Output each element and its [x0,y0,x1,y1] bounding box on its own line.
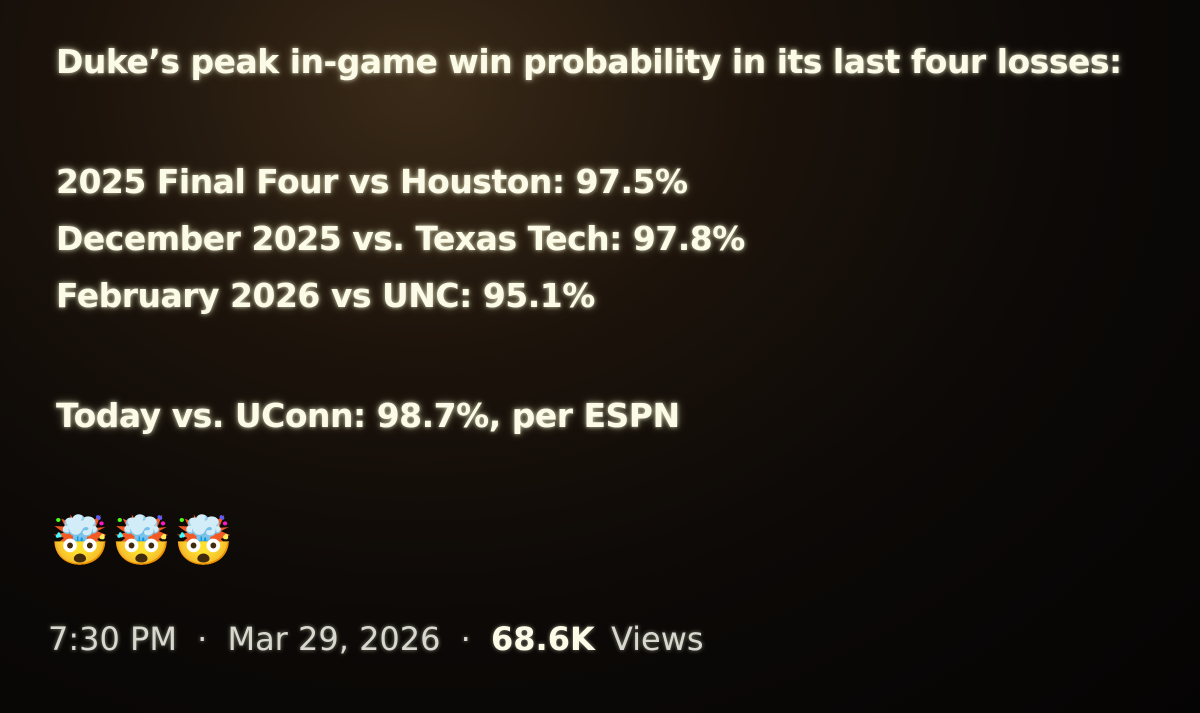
views-label: Views [610,620,704,658]
post-time[interactable]: 7:30 PM [48,620,177,658]
post-heading: Duke’s peak in-game win probability in i… [56,42,1122,81]
separator: · [460,620,471,658]
post-line: 2025 Final Four vs Houston: 97.5% [56,162,688,201]
post-meta: 7:30 PM · Mar 29, 2026 · 68.6K Views [48,620,714,658]
post-line: December 2025 vs. Texas Tech: 97.8% [56,219,745,258]
post-closing: Today vs. UConn: 98.7%, per ESPN [56,396,680,435]
post-emoji: 🤯🤯🤯 [50,513,236,569]
view-count[interactable]: 68.6K [491,620,595,658]
post-date[interactable]: Mar 29, 2026 [227,620,441,658]
post-line: February 2026 vs UNC: 95.1% [56,276,595,315]
separator: · [197,620,208,658]
